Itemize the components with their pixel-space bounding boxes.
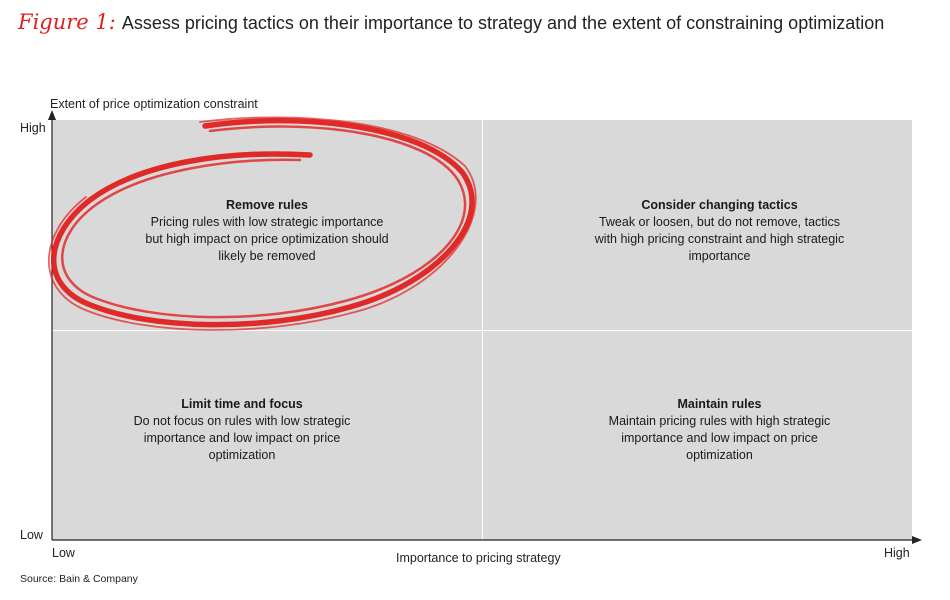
x-axis-title: Importance to pricing strategy <box>396 551 561 565</box>
quadrant-description: Pricing rules with low strategic importa… <box>145 215 389 263</box>
y-axis-low-label: Low <box>20 528 43 542</box>
quadrant-remove-rules: Remove rules Pricing rules with low stra… <box>142 197 392 265</box>
quadrant-maintain-rules: Maintain rules Maintain pricing rules wi… <box>587 396 852 464</box>
x-axis-arrow-icon <box>912 536 922 544</box>
quadrant-title: Remove rules <box>226 198 308 212</box>
quadrant-title: Maintain rules <box>677 397 762 411</box>
quadrant-limit-time-and-focus: Limit time and focus Do not focus on rul… <box>122 396 362 464</box>
y-axis-high-label: High <box>20 121 46 135</box>
quadrant-description: Maintain pricing rules with high strateg… <box>608 414 831 462</box>
quadrant-description: Do not focus on rules with low strategic… <box>133 414 351 462</box>
quadrant-consider-changing-tactics: Consider changing tactics Tweak or loose… <box>592 197 847 265</box>
quadrant-title: Consider changing tactics <box>641 198 798 212</box>
x-axis-high-label: High <box>884 546 910 560</box>
quadrant-description: Tweak or loosen, but do not remove, tact… <box>594 215 845 263</box>
figure-title: Figure 1: Assess pricing tactics on their… <box>18 10 884 35</box>
x-axis-low-label: Low <box>52 546 75 560</box>
figure-title-text: Assess pricing tactics on their importan… <box>121 13 885 33</box>
y-axis-title: Extent of price optimization constraint <box>50 97 258 111</box>
source-note: Source: Bain & Company <box>20 573 138 585</box>
quadrant-title: Limit time and focus <box>181 397 303 411</box>
horizontal-divider <box>52 330 912 331</box>
quadrant-plot-area: Remove rules Pricing rules with low stra… <box>52 120 912 540</box>
y-axis-arrow-icon <box>48 110 56 120</box>
figure-label: Figure 1: <box>18 10 116 34</box>
